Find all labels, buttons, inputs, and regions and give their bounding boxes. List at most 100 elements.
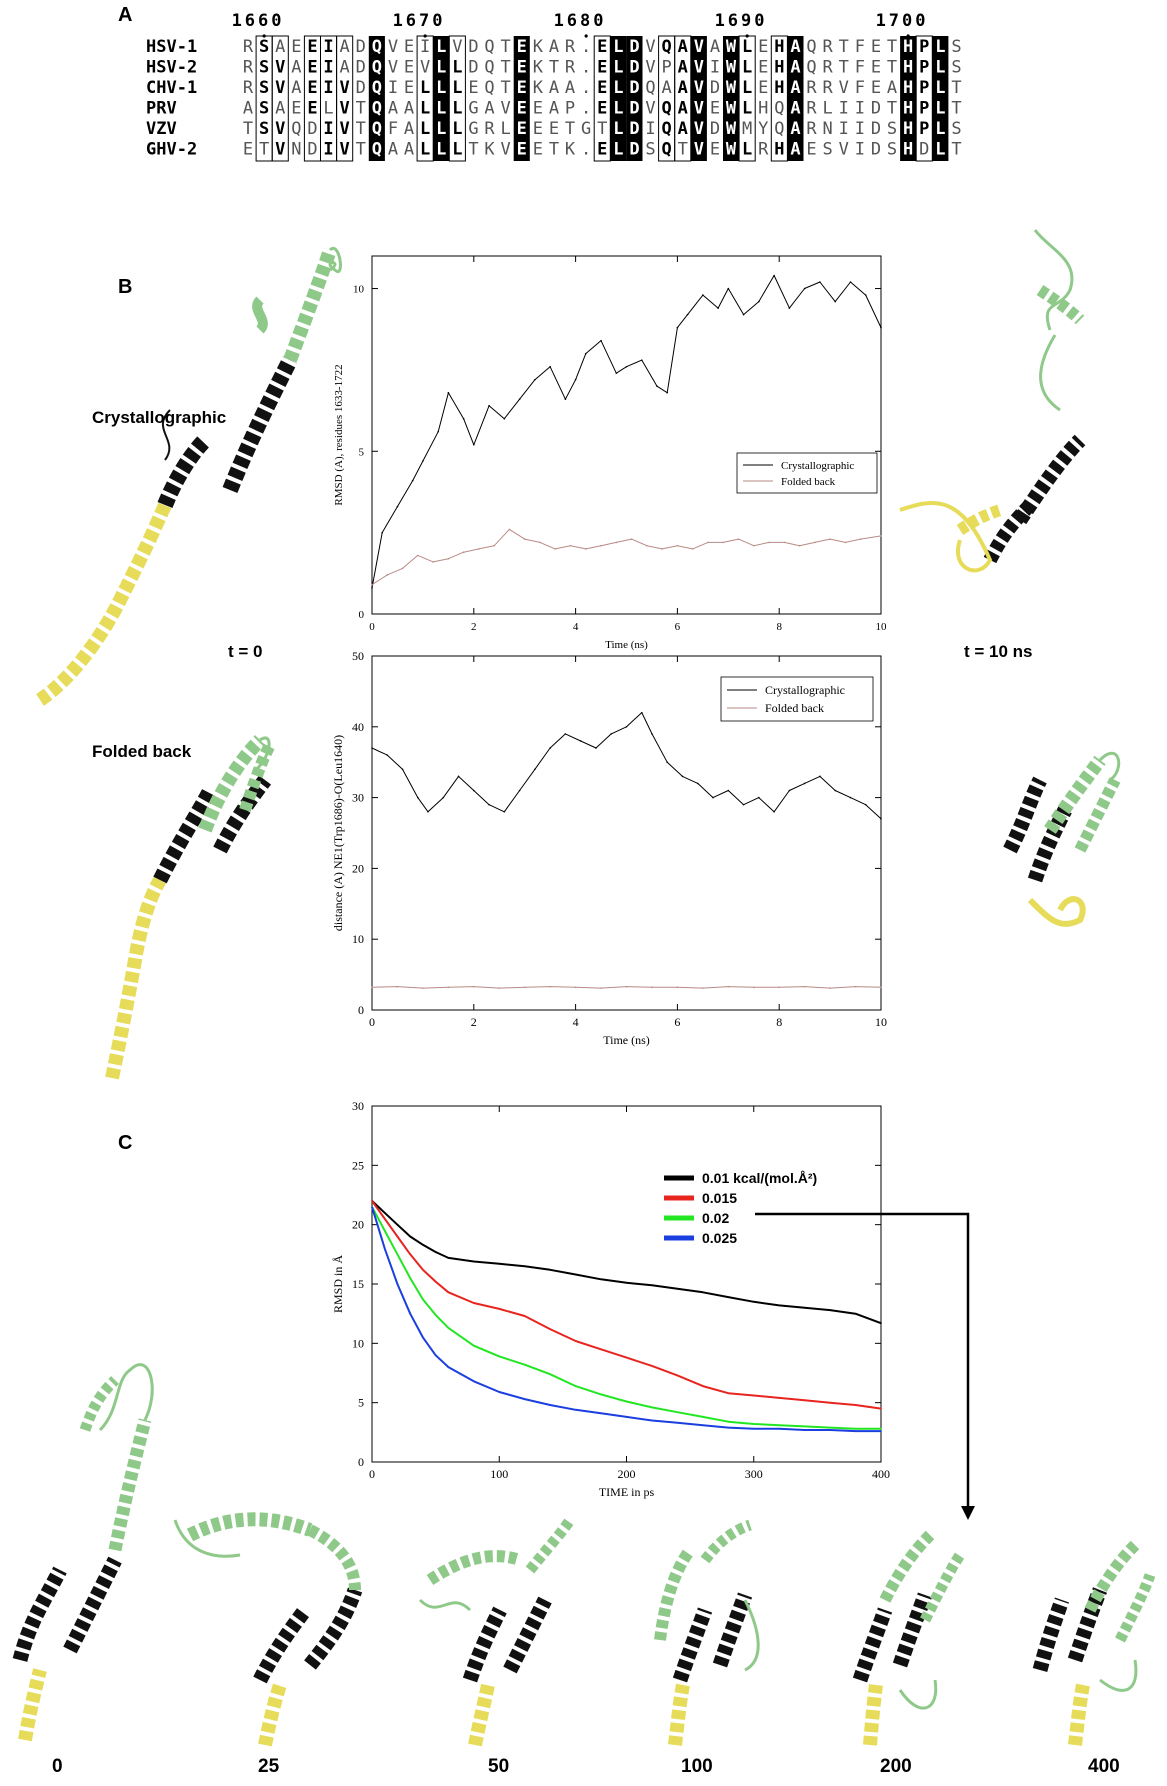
residue: D — [468, 58, 478, 78]
residue: R — [243, 37, 254, 57]
residue: L — [742, 140, 752, 160]
residue: E — [291, 37, 301, 57]
residue: V — [839, 78, 849, 98]
data-point — [758, 300, 760, 303]
data-point — [819, 281, 821, 283]
residue: S — [645, 140, 655, 160]
legend-label: Folded back — [781, 476, 836, 488]
residue: D — [919, 140, 929, 160]
residue: . — [581, 78, 591, 98]
data-point — [600, 987, 602, 989]
data-point — [803, 1425, 806, 1428]
residue: . — [581, 37, 591, 57]
data-point — [702, 1416, 704, 1418]
data-point — [574, 1340, 577, 1342]
residue: E — [243, 140, 253, 160]
similar-column — [336, 35, 354, 162]
residue: D — [468, 37, 478, 57]
data-point — [432, 561, 434, 563]
data-point — [422, 1336, 424, 1339]
residue: E — [307, 99, 317, 119]
residue: E — [468, 78, 478, 98]
legend-box — [736, 452, 878, 494]
residue: A — [565, 78, 575, 98]
residue: D — [629, 58, 639, 78]
residue: E — [517, 58, 527, 78]
residue: S — [887, 140, 897, 160]
data-point — [864, 803, 867, 806]
residue: I — [855, 119, 865, 139]
data-point — [803, 985, 806, 988]
data-point — [707, 541, 709, 544]
data-point — [651, 1365, 653, 1367]
data-point — [411, 479, 414, 482]
data-point — [691, 548, 694, 550]
residue: S — [823, 140, 833, 160]
residue: E — [307, 37, 317, 57]
residue: Q — [774, 119, 784, 139]
residue: E — [597, 58, 607, 78]
residue: L — [742, 99, 752, 119]
residue: V — [694, 140, 704, 160]
sequence-name: GHV-2 — [146, 140, 197, 160]
x-tick-label: 4 — [573, 1015, 579, 1029]
data-point — [383, 1217, 386, 1220]
residue: L — [823, 99, 833, 119]
data-point — [676, 986, 679, 989]
data-point — [473, 1344, 475, 1347]
residue: A — [291, 78, 301, 98]
data-point — [686, 313, 689, 316]
data-point — [880, 1430, 882, 1432]
data-point — [722, 541, 725, 544]
residue: A — [790, 37, 800, 57]
residue: A — [790, 78, 800, 98]
residue: V — [645, 99, 655, 119]
residue: E — [517, 140, 527, 160]
data-point — [371, 583, 373, 586]
alignment-position: 1670 — [393, 11, 446, 31]
residue: V — [645, 58, 655, 78]
residue: E — [758, 37, 768, 57]
residue: A — [710, 37, 720, 57]
data-point — [600, 1393, 602, 1396]
residue: T — [356, 140, 366, 160]
panel-a-label: A — [118, 4, 133, 26]
residue: Q — [372, 99, 382, 119]
residue: T — [549, 58, 559, 78]
folded-label: Folded back — [92, 742, 192, 761]
data-point — [829, 1309, 831, 1311]
residue: E — [710, 140, 720, 160]
protein-c-50 — [418, 1516, 575, 1747]
data-point — [574, 1385, 577, 1387]
residue: H — [903, 37, 913, 57]
residue: R — [243, 58, 254, 78]
data-point — [422, 1244, 424, 1246]
residue: A — [388, 99, 398, 119]
residue: A — [275, 37, 285, 57]
data-point — [434, 1251, 437, 1253]
data-point — [457, 775, 460, 778]
data-point — [422, 1298, 424, 1301]
data-point — [803, 1399, 806, 1402]
residue: I — [839, 119, 849, 139]
data-point — [768, 541, 770, 544]
data-point — [473, 1260, 475, 1263]
data-point — [788, 789, 791, 792]
residue: . — [581, 58, 591, 78]
data-point — [600, 1278, 602, 1281]
data-point — [422, 460, 424, 462]
data-point — [427, 810, 429, 813]
residue: L — [935, 140, 945, 160]
data-point — [752, 1427, 755, 1430]
data-point — [493, 544, 495, 547]
protein-c-100 — [654, 1519, 760, 1746]
residue: A — [662, 78, 672, 98]
data-point — [549, 1328, 551, 1330]
data-point — [783, 541, 786, 544]
data-point — [742, 803, 745, 806]
residue: Q — [774, 99, 784, 119]
data-point — [859, 538, 862, 540]
residue: A — [340, 58, 350, 78]
plot-frame — [371, 655, 882, 1011]
